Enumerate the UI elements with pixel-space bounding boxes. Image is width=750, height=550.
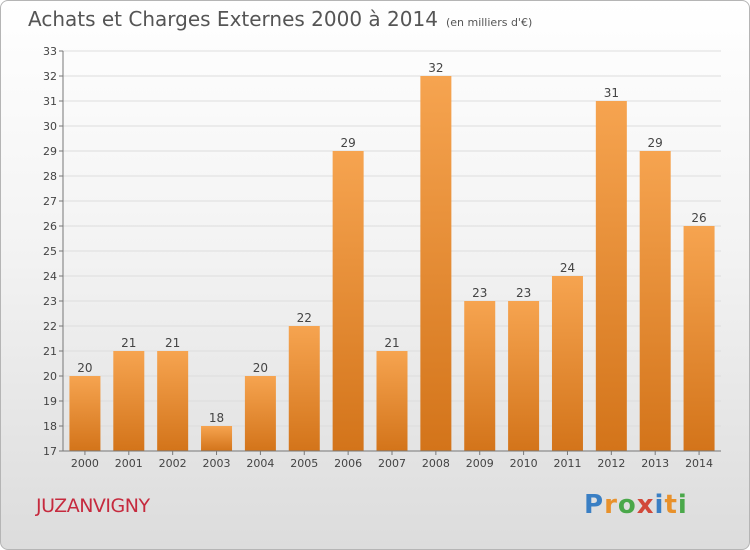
x-tick-label: 2012 <box>597 457 625 470</box>
logo-letter: t <box>664 490 678 520</box>
y-tick-label: 29 <box>43 145 57 158</box>
x-tick-label: 2003 <box>203 457 231 470</box>
data-label: 24 <box>560 261 575 275</box>
y-tick-label: 24 <box>43 270 57 283</box>
bar <box>376 351 408 451</box>
x-tick-label: 2007 <box>378 457 406 470</box>
y-tick-label: 19 <box>43 395 57 408</box>
y-tick-label: 23 <box>43 295 57 308</box>
x-tick-label: 2008 <box>422 457 450 470</box>
data-label: 29 <box>648 136 663 150</box>
bar <box>69 376 101 451</box>
x-tick-label: 2002 <box>159 457 187 470</box>
y-tick-label: 26 <box>43 220 57 233</box>
chart-title-text: Achats et Charges Externes 2000 à 2014 <box>28 7 438 31</box>
data-label: 23 <box>516 286 531 300</box>
data-label: 21 <box>165 336 180 350</box>
data-label: 21 <box>121 336 136 350</box>
x-tick-label: 2011 <box>553 457 581 470</box>
logo-letter: P <box>584 490 605 520</box>
data-label: 29 <box>340 136 355 150</box>
bar <box>288 326 320 451</box>
y-tick-label: 31 <box>43 95 57 108</box>
bar <box>683 226 715 451</box>
proxiti-logo[interactable]: Proxiti <box>584 490 688 520</box>
data-label: 21 <box>384 336 399 350</box>
y-tick-label: 27 <box>43 195 57 208</box>
x-tick-label: 2006 <box>334 457 362 470</box>
x-tick-label: 2004 <box>246 457 274 470</box>
y-tick-label: 32 <box>43 70 57 83</box>
data-label: 32 <box>428 61 443 75</box>
x-tick-label: 2001 <box>115 457 143 470</box>
bar <box>201 426 233 451</box>
y-tick-label: 33 <box>43 45 57 58</box>
y-tick-label: 21 <box>43 345 57 358</box>
logo-letter: x <box>636 490 655 520</box>
bar <box>157 351 189 451</box>
x-tick-label: 2005 <box>290 457 318 470</box>
logo-letter: i <box>677 490 688 520</box>
data-label: 26 <box>691 211 706 225</box>
data-label: 22 <box>297 311 312 325</box>
data-label: 23 <box>472 286 487 300</box>
x-tick-label: 2014 <box>685 457 713 470</box>
data-label: 18 <box>209 411 224 425</box>
x-tick-label: 2000 <box>71 457 99 470</box>
y-tick-label: 30 <box>43 120 57 133</box>
logo-letter: o <box>617 490 637 520</box>
bar <box>464 301 496 451</box>
y-tick-label: 17 <box>43 445 57 458</box>
x-tick-label: 2013 <box>641 457 669 470</box>
y-tick-label: 25 <box>43 245 57 258</box>
data-label: 20 <box>77 361 92 375</box>
x-tick-label: 2010 <box>510 457 538 470</box>
bar <box>639 151 671 451</box>
bar <box>113 351 145 451</box>
logo-letter: r <box>604 490 618 520</box>
bar <box>244 376 276 451</box>
bar <box>420 76 452 451</box>
bars: 20 21 21 18 20 22 29 21 32 23 23 24 31 29 26 <box>69 61 715 451</box>
y-tick-label: 22 <box>43 320 57 333</box>
bar <box>332 151 364 451</box>
commune-name: JUZANVIGNY <box>36 495 150 517</box>
x-tick-label: 2009 <box>466 457 494 470</box>
chart-unit: (en milliers d'€) <box>445 16 533 29</box>
axes: 17 18 19 20 21 22 23 24 25 26 27 28 29 30 31 32 33 2000 20… <box>43 45 721 470</box>
bar <box>551 276 583 451</box>
bar <box>508 301 540 451</box>
chart-title: Achats et Charges Externes 2000 à 2014 (e… <box>28 7 532 31</box>
logo-letter: i <box>654 490 665 520</box>
bar <box>595 101 627 451</box>
y-tick-label: 20 <box>43 370 57 383</box>
data-label: 31 <box>604 86 619 100</box>
y-tick-label: 18 <box>43 420 57 433</box>
data-label: 20 <box>253 361 268 375</box>
y-tick-label: 28 <box>43 170 57 183</box>
